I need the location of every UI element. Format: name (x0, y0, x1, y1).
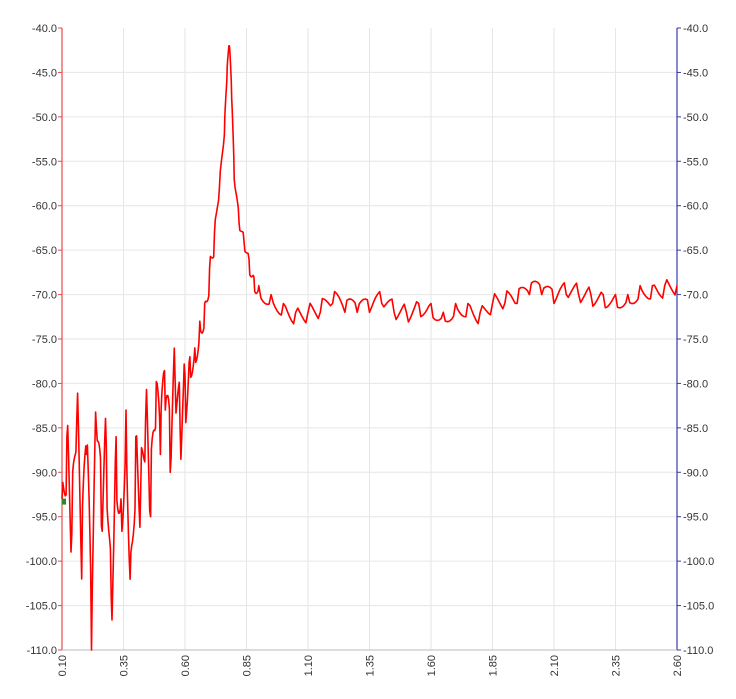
left-y-axis-tick-labels: -40.0 -45.0 -50.0 -55.0 -60.0 -65.0 -70.0 -75.0… (26, 23, 57, 657)
left-tick-label: -80.0 (32, 378, 57, 390)
left-tick-label: -90.0 (32, 467, 57, 479)
right-tick-label: -60.0 (683, 201, 708, 213)
start-marker (62, 498, 66, 505)
x-tick-label: 0.10 (57, 655, 69, 676)
left-tick-label: -85.0 (32, 423, 57, 435)
right-tick-label: -65.0 (683, 245, 708, 257)
right-tick-label: -80.0 (683, 378, 708, 390)
right-y-axis-tick-labels: -40.0 -45.0 -50.0 -55.0 -60.0 -65.0 -70.0 -75.0… (683, 23, 714, 657)
right-tick-label: -40.0 (683, 23, 708, 35)
right-tick-label: -50.0 (683, 112, 708, 124)
right-tick-label: -75.0 (683, 334, 708, 346)
right-tick-label: -85.0 (683, 423, 708, 435)
horizontal-grid-lines (62, 71, 677, 607)
x-tick-label: 1.35 (365, 655, 377, 676)
x-tick-label: 0.35 (119, 655, 131, 676)
right-tick-label: -95.0 (683, 512, 708, 524)
left-tick-label: -105.0 (26, 601, 57, 613)
right-tick-label: -90.0 (683, 467, 708, 479)
left-tick-label: -75.0 (32, 334, 57, 346)
left-tick-label: -45.0 (32, 67, 57, 79)
left-tick-label: -60.0 (32, 201, 57, 213)
x-tick-label: 2.35 (611, 655, 623, 676)
right-tick-label: -105.0 (683, 601, 714, 613)
x-axis-tick-labels: 0.10 0.35 0.60 0.85 1.10 1.35 1.60 1.85 2.10 2.35… (57, 655, 684, 676)
x-tick-label: 0.85 (242, 655, 254, 676)
left-tick-label: -65.0 (32, 245, 57, 257)
left-tick-label: -110.0 (27, 645, 57, 657)
left-tick-label: -50.0 (32, 112, 57, 124)
x-tick-label: 2.60 (672, 655, 684, 676)
series-line (61, 45, 678, 651)
right-tick-label: -45.0 (683, 67, 708, 79)
x-tick-label: 1.10 (303, 655, 315, 676)
right-y-axis-ticks (677, 27, 681, 651)
left-tick-label: -55.0 (32, 156, 57, 168)
left-tick-label: -100.0 (26, 556, 57, 568)
left-tick-label: -70.0 (32, 290, 57, 302)
x-tick-label: 0.60 (180, 655, 192, 676)
left-tick-label: -95.0 (32, 512, 57, 524)
right-tick-label: -55.0 (683, 156, 708, 168)
x-tick-label: 2.10 (549, 655, 561, 676)
x-tick-label: 1.60 (426, 655, 438, 676)
left-tick-label: -40.0 (32, 23, 57, 35)
right-tick-label: -70.0 (683, 290, 708, 302)
right-tick-label: -100.0 (683, 556, 714, 568)
x-tick-label: 1.85 (488, 655, 500, 676)
left-y-axis-ticks (58, 27, 62, 651)
right-tick-label: -110.0 (683, 645, 713, 657)
